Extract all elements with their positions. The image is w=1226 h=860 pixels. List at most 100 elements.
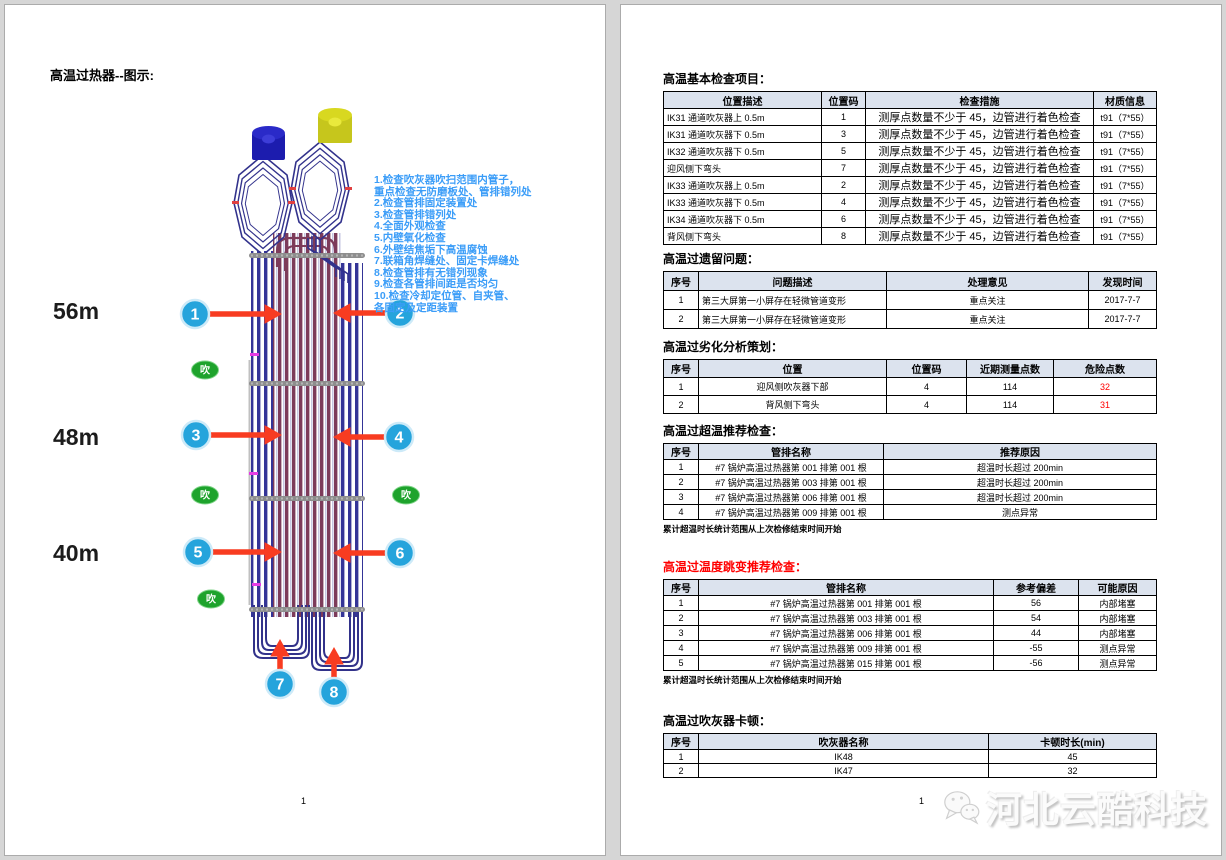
table-cell: 45: [988, 749, 1157, 764]
table-cell: t91（7*55）: [1093, 210, 1157, 228]
column-header: 近期测量点数: [966, 359, 1054, 378]
wechat-icon: [944, 791, 980, 825]
table-cell: 测厚点数量不少于 45，边管进行着色检查: [865, 108, 1094, 126]
table-cell: 超温时长超过 200min: [883, 474, 1157, 490]
svg-text:吹: 吹: [200, 364, 210, 377]
table-row: IK31 通道吹灰器上 0.5m 1 测厚点数量不少于 45，边管进行着色检查 t91…: [663, 108, 1157, 126]
sootblower-badge: 吹: [191, 360, 219, 380]
blue-header-cylinder: [252, 126, 285, 160]
table-cell: 迎风侧吹灰器下部: [698, 377, 887, 396]
table-cell: IK47: [698, 763, 989, 778]
section-overtemp-recommendation: 高温过超温推荐检查： 序号 管排名称 推荐原因 1 #7 锅炉高温过热器第 001 排第…: [663, 422, 1165, 535]
sootblower-badges: 吹 吹 吹 吹: [191, 360, 420, 609]
column-header: 序号: [663, 733, 699, 750]
inspection-arrows: [209, 303, 386, 677]
section-legacy-issues: 高温过遗留问题： 序号 问题描述 处理意见 发现时间 1 第三大屏第一小屏存在轻微管道变形…: [663, 250, 1165, 329]
svg-text:1: 1: [191, 307, 200, 324]
column-header: 位置码: [821, 91, 866, 109]
table-cell: 2: [663, 474, 699, 490]
sootblower-stall-table: 序号 吹灰器名称 卡顿时长(min) 1 IK48 45 2 IK47 32: [663, 733, 1157, 778]
svg-text:吹: 吹: [200, 489, 210, 502]
inspection-notes: 1.检查吹灰器吹扫范围内管子， 重点检查无防磨板处、管排错列处 2.检查管排固定装置…: [374, 174, 559, 314]
table-cell: 4: [663, 504, 699, 520]
table-header-row: 序号 吹灰器名称 卡顿时长(min): [663, 733, 1157, 750]
table-row: IK33 通道吹灰器下 0.5m 4 测厚点数量不少于 45，边管进行着色检查 t91…: [663, 193, 1157, 211]
table-row: 1 迎风侧吹灰器下部 4 114 32: [663, 377, 1157, 396]
table-row: 2 #7 锅炉高温过热器第 003 排第 001 根超温时长超过 200min: [663, 474, 1157, 490]
column-header: 位置: [698, 359, 887, 378]
table-cell: 56: [993, 595, 1079, 611]
table-cell: IK33 通道吹灰器上 0.5m: [663, 176, 822, 194]
table-header-row: 序号 位置 位置码 近期测量点数 危险点数: [663, 359, 1157, 378]
table-cell: 5: [663, 655, 699, 671]
table-cell: #7 锅炉高温过热器第 015 排第 001 根: [698, 655, 994, 671]
table-cell: 第三大屏第一小屏存在轻微管道变形: [698, 309, 887, 329]
table-cell: 背风侧下弯头: [698, 395, 887, 414]
column-header: 序号: [663, 359, 699, 378]
svg-text:6: 6: [396, 546, 405, 563]
elevation-label-56m: 56m: [53, 298, 100, 324]
table-row: 1 第三大屏第一小屏存在轻微管道变形 重点关注 2017-7-7: [663, 290, 1157, 310]
column-header: 序号: [663, 271, 699, 291]
table-header-row: 序号 管排名称 参考偏差 可能原因: [663, 579, 1157, 596]
inlet-loop-right: [290, 140, 350, 283]
table-cell: 4: [663, 640, 699, 656]
degradation-analysis-table: 序号 位置 位置码 近期测量点数 危险点数 1 迎风侧吹灰器下部 4 114 32 2 背风侧下弯头 4…: [663, 359, 1157, 414]
position-marker-6: 6: [384, 537, 416, 569]
annotation-line: 各固定及定距装置: [374, 301, 458, 314]
table-row: 背风侧下弯头 8 测厚点数量不少于 45，边管进行着色检查 t91（7*55）: [663, 227, 1157, 245]
table-cell: 2: [663, 309, 699, 329]
annotation-line: 2.检查管排固定装置处: [374, 197, 478, 210]
table-footnote: 累计超温时长统计范围从上次检修结束时间开始: [663, 524, 842, 534]
table-cell: 内部堵塞: [1078, 625, 1157, 641]
yellow-header-cylinder: [318, 108, 352, 143]
sootblower-badge: 吹: [191, 485, 219, 505]
table-row: 2 #7 锅炉高温过热器第 003 排第 001 根 54 内部堵塞: [663, 610, 1157, 626]
table-cell: 4: [886, 395, 967, 414]
table-cell: t91（7*55）: [1093, 227, 1157, 245]
table-cell: 背风侧下弯头: [663, 227, 822, 245]
table-cell: 第三大屏第一小屏存在轻微管道变形: [698, 290, 887, 310]
column-header: 位置码: [886, 359, 967, 378]
table-row: 1 #7 锅炉高温过热器第 001 排第 001 根 56 内部堵塞: [663, 595, 1157, 611]
watermark-text: 河北云酷科技: [985, 789, 1208, 830]
column-header: 吹灰器名称: [698, 733, 989, 750]
table-cell: 迎风侧下弯头: [663, 159, 822, 177]
svg-text:吹: 吹: [401, 489, 411, 502]
section-basic-inspection: 高温基本检查项目： 位置描述 位置码 检查措施 材质信息 IK31 通道吹灰器上 0.5…: [663, 70, 1165, 245]
superheater-diagram: 1 2 3 4 5 6 7 8 吹 吹 吹 吹: [179, 108, 420, 708]
table-row: 1 IK48 45: [663, 749, 1157, 764]
table-cell: 测厚点数量不少于 45，边管进行着色检查: [865, 193, 1094, 211]
table-cell: t91（7*55）: [1093, 159, 1157, 177]
svg-text:8: 8: [330, 685, 339, 702]
table-cell: #7 锅炉高温过热器第 006 排第 001 根: [698, 489, 884, 505]
table-cell: 8: [821, 227, 866, 245]
table-cell: t91（7*55）: [1093, 142, 1157, 160]
section-temp-jump-recommendation: 高温过温度跳变推荐检查： 序号 管排名称 参考偏差 可能原因 1 #7 锅炉高温过热器第 …: [663, 558, 1165, 686]
table-cell: 3: [663, 489, 699, 505]
section-sootblower-stall: 高温过吹灰器卡顿： 序号 吹灰器名称 卡顿时长(min) 1 IK48 45 2 IK47 32: [663, 712, 1165, 778]
table-cell: #7 锅炉高温过热器第 001 排第 001 根: [698, 595, 994, 611]
annotation-line: 6.外壁结焦垢下高温腐蚀: [374, 243, 488, 256]
column-header: 管排名称: [698, 443, 884, 460]
document-page-2: 高温基本检查项目： 位置描述 位置码 检查措施 材质信息 IK31 通道吹灰器上 0.5…: [620, 4, 1222, 856]
table-row: IK32 通道吹灰器下 0.5m 5 测厚点数量不少于 45，边管进行着色检查 t91…: [663, 142, 1157, 160]
table-footnote: 累计超温时长统计范围从上次检修结束时间开始: [663, 675, 842, 685]
table-cell: t91（7*55）: [1093, 193, 1157, 211]
table-cell: 测厚点数量不少于 45，边管进行着色检查: [865, 159, 1094, 177]
column-header: 参考偏差: [993, 579, 1079, 596]
table-cell: 2: [663, 763, 699, 778]
table-cell: 重点关注: [886, 290, 1089, 310]
table-cell: #7 锅炉高温过热器第 009 排第 001 根: [698, 504, 884, 520]
table-cell: -55: [993, 640, 1079, 656]
table-row: 5 #7 锅炉高温过热器第 015 排第 001 根 -56 测点异常: [663, 655, 1157, 671]
page-title: 高温过热器--图示:: [50, 68, 154, 83]
table-cell: 1: [663, 459, 699, 475]
table-cell: #7 锅炉高温过热器第 006 排第 001 根: [698, 625, 994, 641]
section-title: 高温过劣化分析策划：: [663, 340, 784, 354]
svg-text:3: 3: [192, 428, 201, 445]
document-page-1: 高温过热器--图示:: [4, 4, 606, 856]
table-cell: 2017-7-7: [1088, 290, 1157, 310]
